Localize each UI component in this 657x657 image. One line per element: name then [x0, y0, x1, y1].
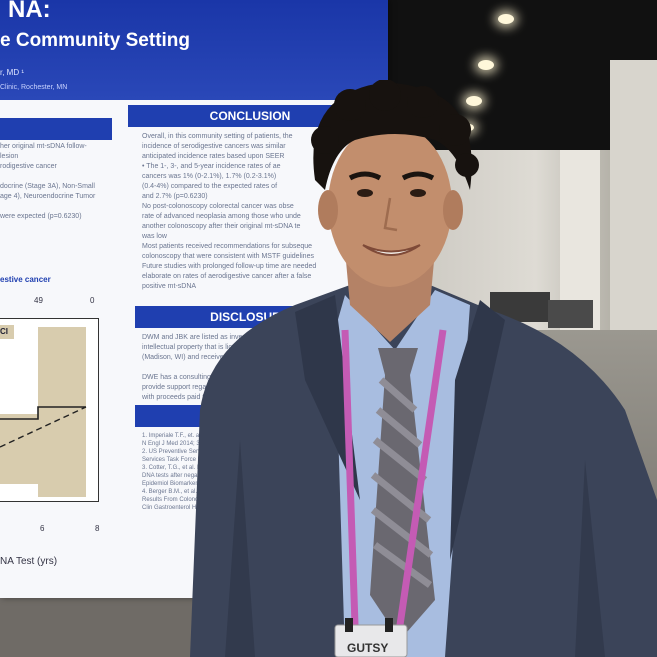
text-line: another colonoscopy after their original…	[142, 223, 301, 230]
km-chart: CI	[0, 318, 99, 502]
text-line: Results From Colonosco	[142, 497, 208, 503]
suit-shadow	[225, 440, 255, 657]
text-line: elaborate on rates of aerodigestive canc…	[142, 273, 312, 280]
text-line: 4. Berger B.M., et al. Low I	[142, 489, 214, 495]
text-line: with proceeds paid to Ma	[142, 394, 220, 401]
suit-shadow	[575, 460, 605, 657]
text-line: were expected (p=0.6230)	[0, 213, 82, 220]
text-line: rodigestive cancer	[0, 163, 57, 170]
lanyard-right	[396, 329, 447, 626]
badge-text: GUTSY	[347, 641, 388, 655]
hair-curl	[334, 89, 366, 121]
text-line: anticipated incidence rates based upon S…	[142, 153, 285, 160]
text-line: provide support regarding	[142, 384, 222, 391]
text-line: 1. Imperiale T.F., et. al. Multitar	[142, 433, 224, 439]
text-line: cancers was 1% (0-2.1%), 1.7% (0.2-3.1%)	[142, 173, 277, 180]
ceiling-light	[478, 60, 494, 70]
person-figure: GUTSY	[190, 80, 657, 657]
poster-authors: r, MD ¹	[0, 68, 24, 77]
hall-pillar	[610, 60, 657, 350]
text-line: Epidemiol Biomarkers and	[142, 481, 213, 487]
km-step-line	[0, 406, 86, 420]
text-line: docrine (Stage 3A), Non-Small	[0, 183, 95, 190]
tie-stripes	[370, 377, 434, 588]
poster-header: NA: e Community Setting r, MD ¹ Clinic, …	[0, 0, 388, 100]
text-line: colonoscopy that were consistent with MS…	[142, 253, 314, 260]
poster-affiliation: Clinic, Rochester, MN	[0, 84, 68, 91]
km-expected-line	[0, 406, 87, 448]
hair-curl	[369, 80, 401, 111]
hair-curl	[455, 153, 479, 177]
left-ear	[318, 190, 338, 230]
text-line: Clin Gastroenterol Hepat	[142, 505, 209, 511]
text-line	[0, 202, 112, 212]
badge-clip	[345, 618, 353, 632]
smile	[362, 244, 421, 256]
text-line: intellectual property that is licensed t…	[142, 344, 259, 351]
section-header-left	[0, 118, 112, 140]
chart-heading: estive cancer	[0, 275, 51, 284]
poster-title-line2: e Community Setting	[0, 30, 191, 51]
chart-top-label: 0	[90, 296, 95, 305]
x-axis-label: NA Test (yrs)	[0, 556, 58, 567]
text-line: Overall, in this community setting of pa…	[142, 133, 293, 140]
lanyard-left	[341, 329, 359, 626]
text-line: and 2.7% (p=0.6230)	[142, 193, 208, 200]
text-line: lesion	[0, 153, 19, 160]
hair-curl	[407, 86, 439, 118]
disclosures-text: DWM and JBK are listed as inventors of M…	[142, 333, 372, 403]
confidence-band	[0, 414, 40, 484]
hair-curl	[311, 126, 339, 154]
ceiling-light	[498, 14, 514, 24]
right-lapel	[450, 300, 505, 560]
text-line: (0.4-4%) compared to the expected rates …	[142, 183, 278, 190]
badge-clip	[385, 618, 393, 632]
name-badge	[334, 624, 408, 657]
km-curve	[0, 406, 87, 448]
text-line: Most patients received recommendations f…	[142, 243, 313, 250]
text-line: age 4), Neuroendocrine Tumor	[0, 193, 96, 200]
text-line	[0, 172, 112, 182]
ceiling-light	[466, 96, 482, 106]
text-line: Services Task Force Recomm	[142, 457, 222, 463]
text-line: No post-colonoscopy colorectal cancer wa…	[142, 203, 294, 210]
conclusion-text: Overall, in this community setting of pa…	[142, 132, 372, 292]
nose	[383, 197, 398, 232]
text-line: DNA tests after negative co	[142, 473, 215, 479]
left-eyebrow	[348, 171, 382, 181]
text-line: rate of advanced neoplasia among those w…	[142, 213, 301, 220]
text-line: (Madison, WI) and receive m	[142, 354, 232, 361]
x-tick-label: 8	[95, 524, 100, 533]
right-eye	[410, 189, 426, 197]
text-line: was low	[142, 233, 167, 240]
left-lapel	[295, 295, 360, 500]
confidence-band	[38, 327, 86, 497]
text-line: 3. Cotter, T.G., et al. Long te	[142, 465, 217, 471]
text-line: DWM and JBK are listed as inventors of M	[142, 334, 274, 341]
text-line: incidence of serodigestive cancers was s…	[142, 143, 286, 150]
text-line: N Engl J Med 2014; 370:1287	[142, 441, 222, 447]
right-eyebrow	[401, 171, 435, 181]
text-line: Future studies with prolonged follow-up …	[142, 263, 317, 270]
left-eye	[357, 189, 373, 197]
text-line: • The 1-, 3-, and 5-year incidence rates…	[142, 163, 281, 170]
references-text: 1. Imperiale T.F., et. al. Multitar N En…	[142, 432, 372, 512]
text-line: her original mt-sDNA follow-	[0, 143, 87, 150]
right-ear	[443, 190, 463, 230]
section-header-conclusion: CONCLUSION	[128, 105, 372, 127]
text-line: DWE has a consulting agree	[142, 374, 231, 381]
background-booth	[548, 300, 593, 328]
text-line: 2. US Preventive Services Ta	[142, 449, 220, 455]
poster-title-line1: NA:	[8, 0, 51, 23]
chart-top-label: 49	[34, 296, 43, 305]
x-tick-label: 6	[40, 524, 45, 533]
chart-legend-label: CI	[0, 325, 14, 339]
left-column-text: her original mt-sDNA follow- lesion rodi…	[0, 142, 112, 222]
text-line: positive mt-sDNA	[142, 283, 197, 290]
hair-curl	[439, 114, 471, 146]
